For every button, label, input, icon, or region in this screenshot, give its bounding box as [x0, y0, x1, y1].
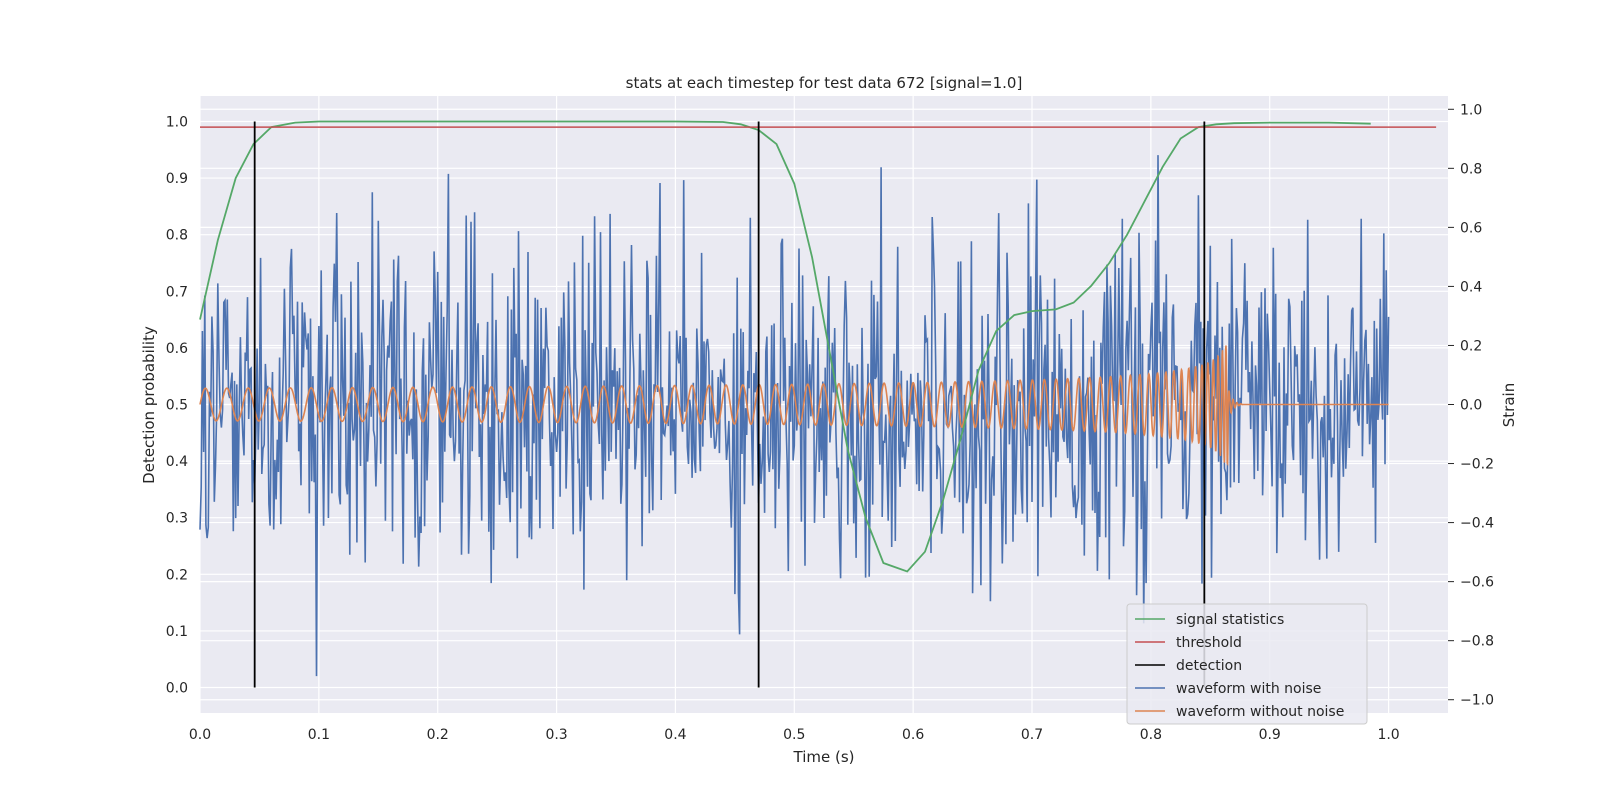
- legend-label-waveform-without-noise: waveform without noise: [1176, 704, 1344, 720]
- legend-label-signal-statistics: signal statistics: [1176, 612, 1284, 628]
- y-tick-label: 0.1: [166, 624, 188, 640]
- x-tick-label: 0.0: [189, 727, 211, 743]
- y-tick-label: 0.9: [166, 171, 188, 187]
- y-tick-label: 0.4: [166, 454, 188, 470]
- y-tick-label: 0.5: [166, 398, 188, 414]
- x-tick-label: 0.1: [308, 727, 330, 743]
- y2-tick-label: −0.6: [1460, 575, 1494, 591]
- y-tick-label: 0.7: [166, 284, 188, 300]
- y2-tick-label: 1.0: [1460, 102, 1482, 118]
- legend-label-detection: detection: [1176, 658, 1242, 674]
- y-tick-label: 0.0: [166, 681, 188, 697]
- waveform-without-noise-line: [199, 345, 1389, 467]
- y-tick-label: 0.2: [166, 567, 188, 583]
- y2-tick-label: −0.4: [1460, 516, 1494, 532]
- x-tick-label: 1.0: [1377, 727, 1399, 743]
- y2-tick-label: 0.2: [1460, 338, 1482, 354]
- y2-tick-label: 0.4: [1460, 279, 1482, 295]
- y-tick-label: 0.6: [166, 341, 188, 357]
- x-tick-label: 0.5: [783, 727, 805, 743]
- legend-label-waveform-with-noise: waveform with noise: [1176, 681, 1321, 697]
- legend-box: [1126, 603, 1368, 725]
- y2-tick-label: 0.0: [1460, 398, 1482, 414]
- y2-tick-label: −1.0: [1460, 693, 1494, 709]
- legend-label-threshold: threshold: [1176, 635, 1242, 651]
- x-tick-label: 0.2: [427, 727, 449, 743]
- x-tick-label: 0.7: [1021, 727, 1043, 743]
- y2-tick-label: 0.6: [1460, 220, 1482, 236]
- y-tick-label: 0.8: [166, 228, 188, 244]
- x-tick-label: 0.4: [664, 727, 686, 743]
- x-tick-label: 0.8: [1140, 727, 1162, 743]
- y-tick-label: 0.3: [166, 511, 188, 527]
- y2-axis-label: Strain: [1500, 383, 1518, 427]
- series-layer: [199, 120, 1437, 688]
- y2-tick-label: −0.8: [1460, 634, 1494, 650]
- x-axis-label: Time (s): [793, 748, 855, 766]
- y2-tick-label: −0.2: [1460, 457, 1494, 473]
- tick-labels: 0.0 0.1 0.2 0.3 0.4 0.5 0.6 0.7 0.8 0.9 1.0 0.0 0.1 0…: [166, 102, 1494, 743]
- x-tick-label: 0.9: [1259, 727, 1281, 743]
- signal-statistics-line: [199, 120, 1371, 573]
- y2-tick-label: 0.8: [1460, 161, 1482, 177]
- chart-title: stats at each timestep for test data 672…: [626, 74, 1023, 92]
- y-axis-label: Detection probability: [140, 326, 158, 484]
- y-tick-label: 1.0: [166, 114, 188, 130]
- x-tick-label: 0.6: [902, 727, 924, 743]
- legend: signal statistics threshold detection wa…: [1126, 603, 1368, 725]
- x-tick-label: 0.3: [545, 727, 567, 743]
